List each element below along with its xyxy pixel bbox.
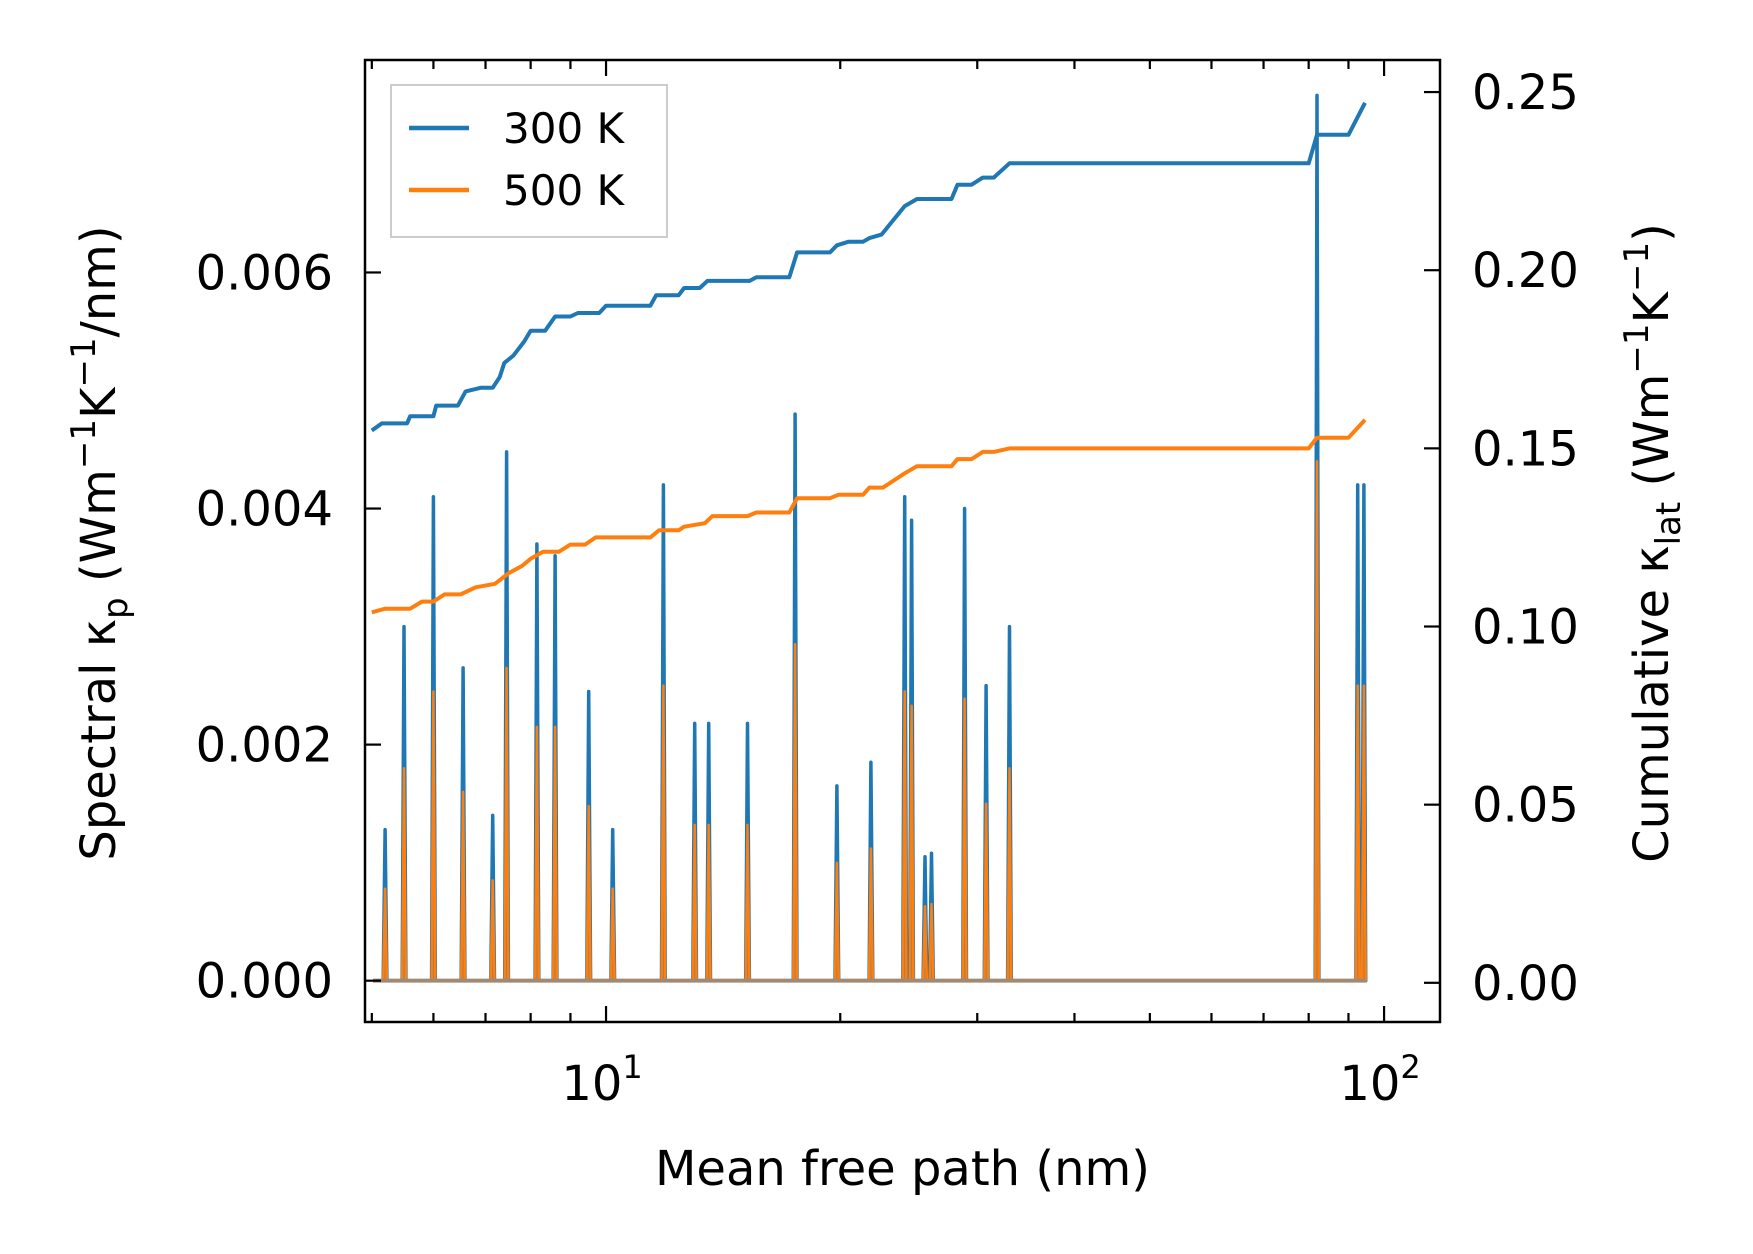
x-tick-label: 101 — [561, 1048, 642, 1112]
cumulative-500-line — [371, 418, 1367, 615]
y-right-tick-label: 0.25 — [1472, 65, 1579, 121]
y-left-tick-label: 0.002 — [196, 718, 333, 774]
y-right-tick-label: 0.10 — [1472, 600, 1579, 656]
plot-frame — [363, 58, 1442, 1024]
spectral-500-line — [373, 460, 1367, 982]
y-right-tick-label: 0.20 — [1472, 243, 1579, 299]
y-left-axis-label: Spectral κp (Wm−1K−1/nm) — [64, 225, 136, 860]
y-right-tick-label: 0.05 — [1472, 778, 1579, 834]
plot-area — [370, 93, 1368, 983]
y-right-tick-label: 0.00 — [1472, 956, 1579, 1012]
y-right-axis-label: Cumulative κlat (Wm−1K−1) — [1617, 223, 1689, 863]
axes: 101 102 0.000 0.002 0.004 0.006 0.00 0.05 0.10 0.… — [64, 58, 1689, 1197]
legend-label: 300 K — [503, 104, 626, 153]
spectral-300-line — [373, 93, 1368, 983]
y-left-tick-label: 0.004 — [196, 482, 333, 538]
y-right-tick-label: 0.15 — [1472, 421, 1579, 477]
legend-box — [390, 84, 668, 238]
x-tick-label: 102 — [1339, 1048, 1420, 1112]
cumulative-300-line — [370, 101, 1367, 433]
legend: 300 K 500 K — [390, 84, 668, 238]
y-left-tick-label: 0.000 — [196, 954, 333, 1010]
legend-label: 500 K — [503, 166, 626, 215]
x-axis-label: Mean free path (nm) — [655, 1141, 1150, 1197]
y-left-tick-label: 0.006 — [196, 245, 333, 301]
